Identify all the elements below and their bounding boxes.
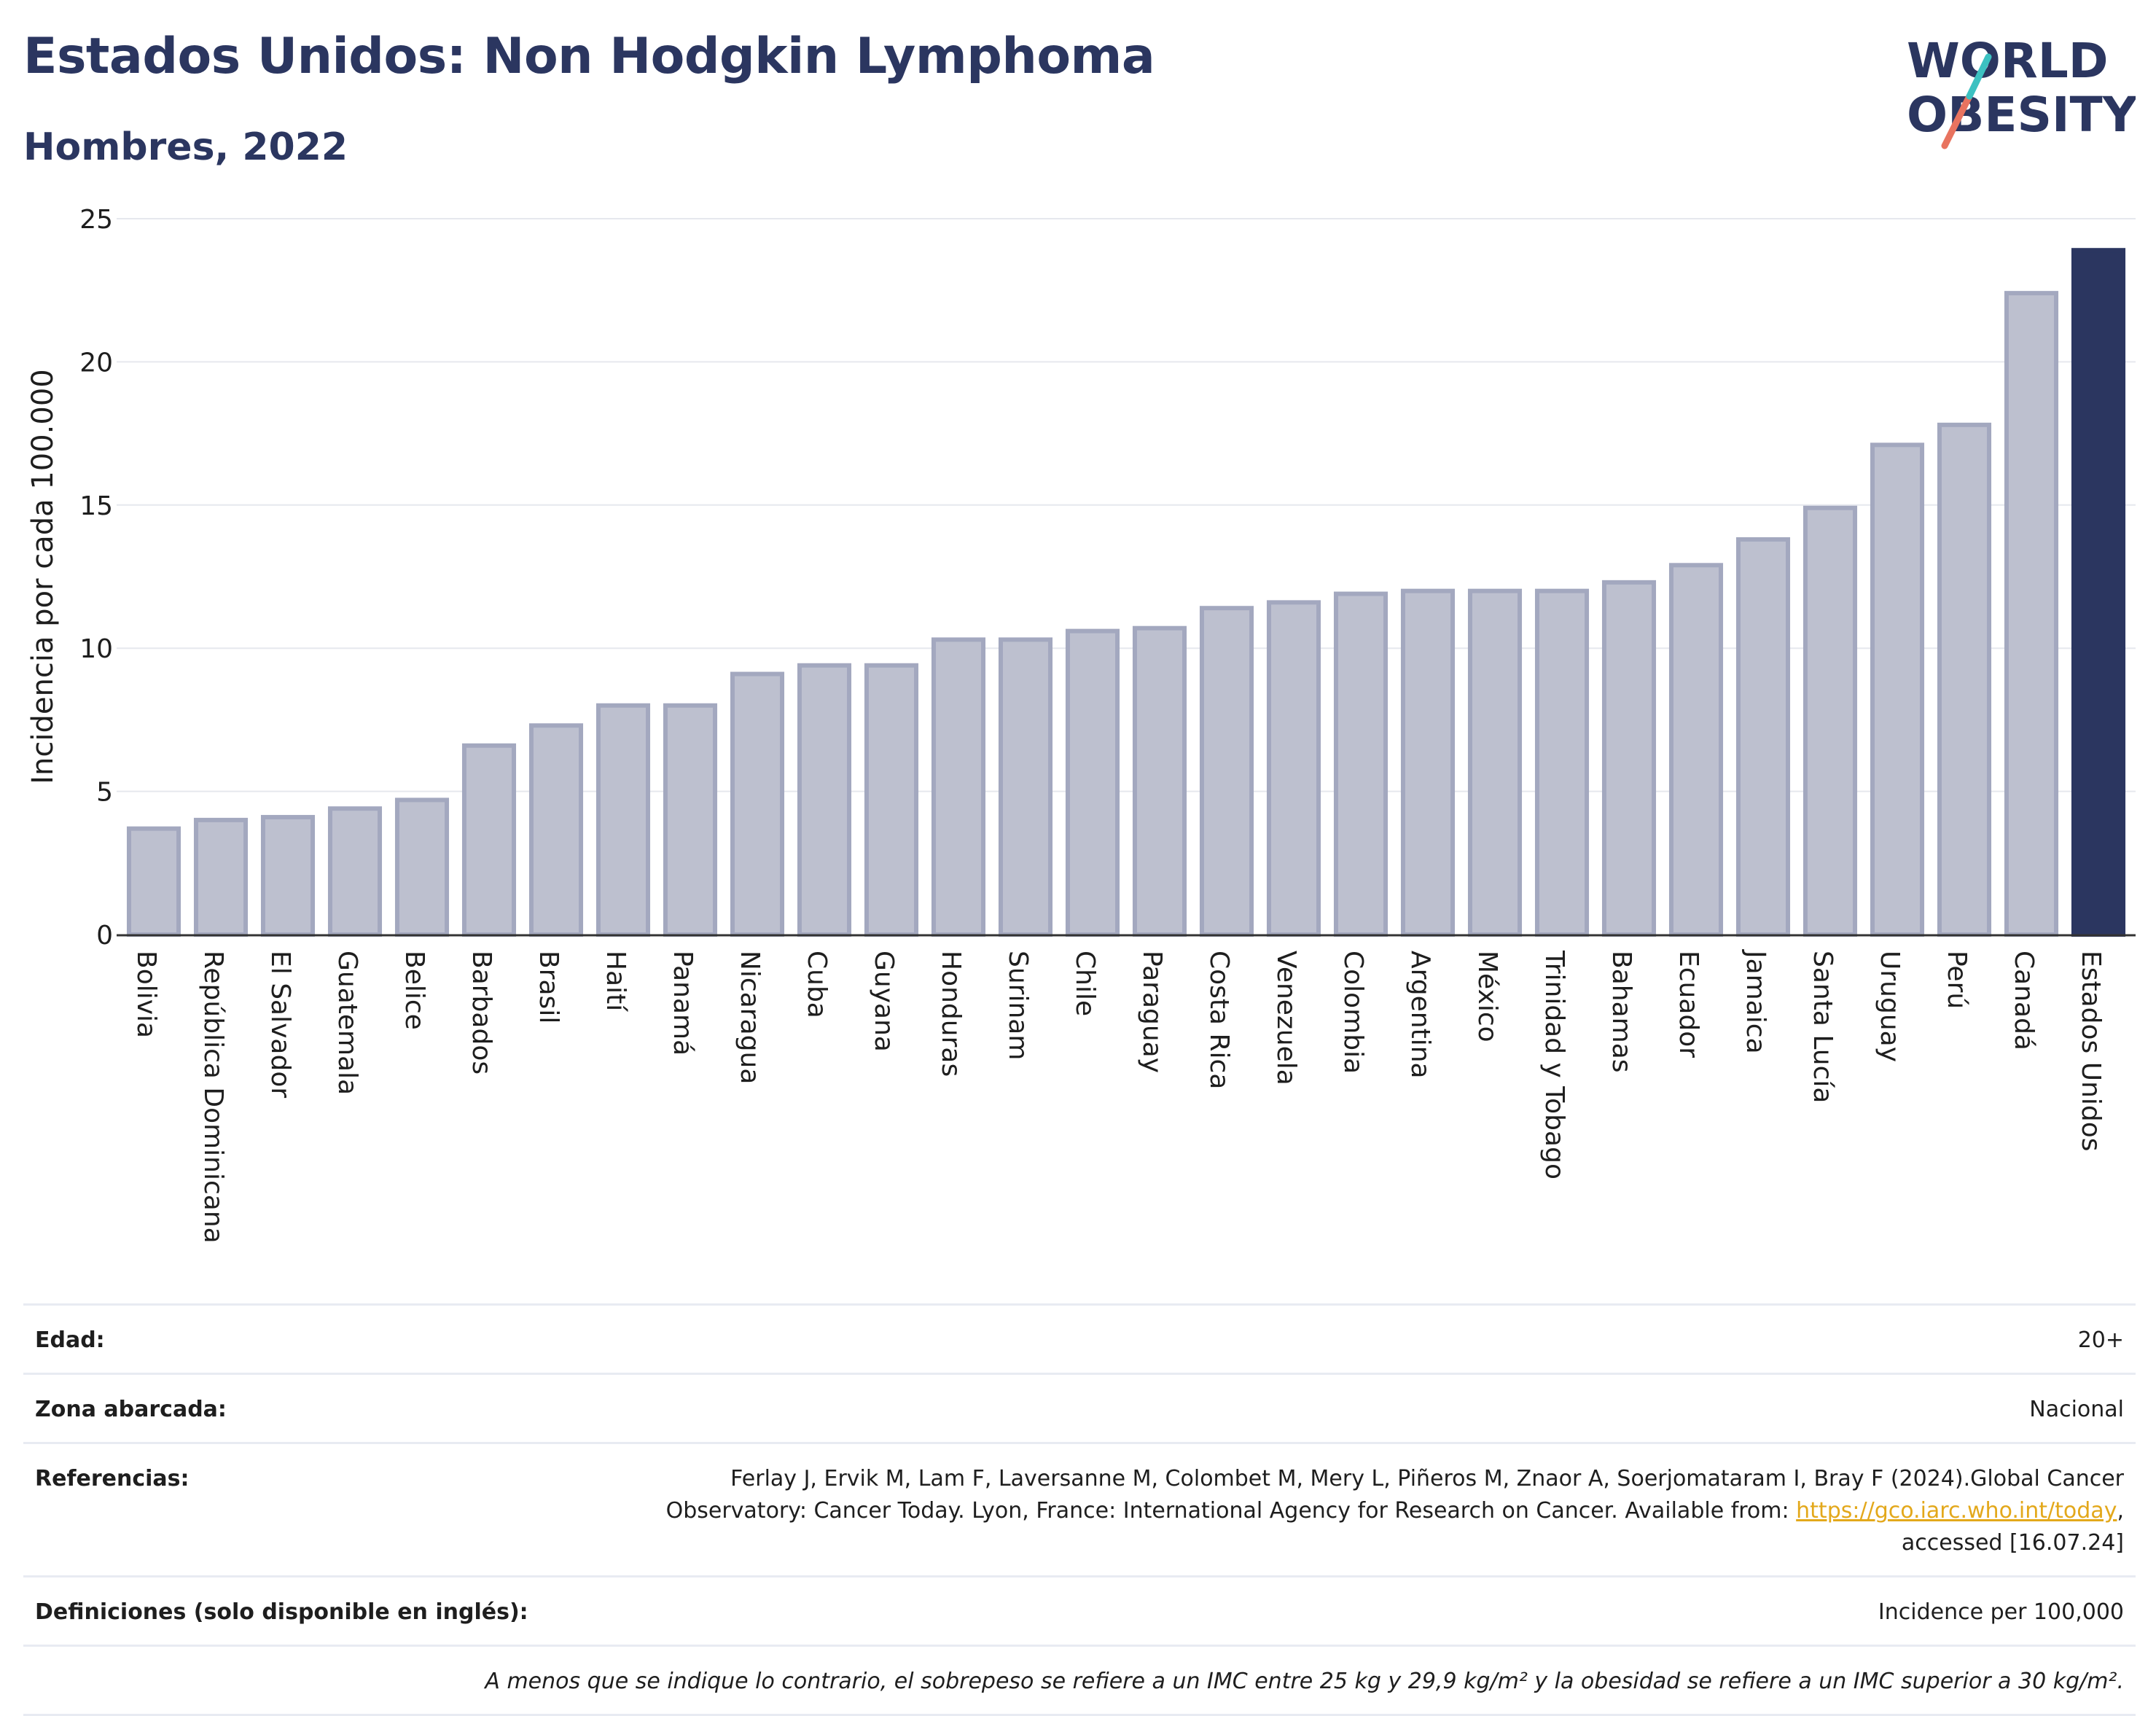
x-tick-label: Honduras [936,951,966,1077]
x-tick-label: México [1472,951,1502,1042]
age-value: 20+ [2077,1327,2124,1353]
bar-argentina [1400,588,1456,937]
x-tick-label: Venezuela [1271,951,1301,1085]
x-tick-label: Perú [1942,951,1972,1009]
bar-barbados [461,743,517,937]
bar-haití [595,703,651,937]
x-tick-labels: Bolivia República Dominicana El Salvador Gu… [131,949,2106,1244]
y-tick-label: 5 [96,778,113,808]
info-row-zone: Zona abarcada: Nacional [23,1373,2136,1442]
references-text-1: Ferlay J, Ervik M, Lam F, Laversanne M, … [730,1466,2124,1491]
bar-el-salvador [260,814,316,937]
bar-surinam [998,637,1053,937]
x-tick-label: El Salvador [265,951,295,1098]
bar-paraguay [1132,625,1187,937]
x-tick-label: Surinam [1003,951,1033,1060]
y-tick-labels: 0 5 10 15 20 25 [79,205,113,951]
bar-chile [1065,628,1120,937]
x-tick-label: Barbados [466,951,496,1075]
info-row-age: Edad: 20+ [23,1303,2136,1373]
bars [126,248,2126,937]
x-tick-label: Argentina [1405,951,1435,1079]
x-tick-label: Bahamas [1606,951,1636,1073]
zone-label: Zona abarcada: [35,1397,227,1422]
bar-bolivia [126,826,181,937]
world-obesity-logo: WORLD OBESITY [1907,33,2136,149]
bar-canadá [2004,291,2059,937]
references-text-4: accessed [16.07.24] [1901,1530,2124,1556]
info-row-definitions: Definiciones (solo disponible en inglés)… [23,1575,2136,1645]
x-tick-label: Ecuador [1673,951,1703,1058]
bar-chart: 0 5 10 15 20 25 Bolivia República Dominicana El… [26,205,2136,1244]
definitions-label: Definiciones (solo disponible en inglés)… [35,1599,528,1625]
info-row-references: Referencias: Ferlay J, Ervik M, Lam F, L… [23,1442,2136,1575]
x-tick-label: Canadá [2009,951,2039,1050]
note-text: A menos que se indique lo contrario, el … [485,1669,2124,1694]
y-tick-label: 25 [79,205,113,235]
bar-estados-unidos [2071,248,2126,937]
references-text-2: Observatory: Cancer Today. Lyon, France:… [665,1498,1797,1524]
x-tick-label: Belice [399,951,429,1030]
bar-méxico [1467,588,1523,937]
x-tick-label: Guyana [869,951,899,1052]
definitions-value: Incidence per 100,000 [1878,1599,2124,1625]
references-label: Referencias: [35,1466,190,1491]
bar-trinidad-y-tobago [1534,588,1590,937]
logo-line1: WORLD [1907,33,2109,89]
y-axis-label: Incidencia por cada 100.000 [26,369,60,784]
y-tick-label: 0 [96,921,113,951]
age-label: Edad: [35,1327,105,1353]
bar-costa-rica [1199,606,1254,937]
y-tick-label: 10 [79,634,113,664]
y-tick-label: 20 [79,348,113,378]
bar-honduras [931,637,986,937]
x-tick-label: Nicaragua [735,951,765,1084]
x-tick-label: Uruguay [1875,951,1905,1062]
grid-lines [117,218,2136,792]
bar-jamaica [1735,537,1791,937]
x-tick-label: Bolivia [131,951,161,1038]
x-tick-label: Estados Unidos [2076,951,2106,1152]
x-tick-label: República Dominicana [198,951,228,1244]
page-subtitle: Hombres, 2022 [23,125,348,169]
x-tick-label: Jamaica [1741,949,1770,1054]
bar-bahamas [1601,580,1657,937]
bar-uruguay [1870,442,1925,937]
bar-guatemala [327,806,383,937]
references-value: Ferlay J, Ervik M, Lam F, Laversanne M, … [666,1463,2124,1559]
x-tick-label: Santa Lucía [1808,951,1837,1103]
bar-nicaragua [730,671,785,937]
x-tick-label: Colombia [1338,951,1368,1074]
references-text-3: , [2117,1498,2124,1524]
bar-guyana [864,663,919,937]
bar-venezuela [1266,600,1321,937]
x-tick-label: Panamá [668,951,698,1056]
info-row-note: A menos que se indique lo contrario, el … [23,1645,2136,1716]
bar-colombia [1333,591,1388,937]
bar-brasil [528,723,584,937]
bar-cuba [797,663,852,937]
logo-line2: OBESITY [1907,87,2136,143]
page-title: Estados Unidos: Non Hodgkin Lymphoma [23,28,1155,85]
x-tick-label: Paraguay [1137,951,1167,1073]
x-tick-label: Costa Rica [1204,951,1234,1089]
zone-value: Nacional [2029,1397,2124,1422]
references-link[interactable]: https://gco.iarc.who.int/today [1796,1498,2117,1524]
x-tick-label: Chile [1070,951,1100,1016]
bar-belice [394,797,450,937]
bar-santa-lucía [1802,505,1858,937]
y-tick-label: 15 [79,491,113,521]
x-tick-label: Haití [601,951,630,1012]
bar-república-dominicana [193,817,249,937]
x-tick-label: Brasil [534,951,563,1023]
bar-perú [1937,422,1992,937]
bar-ecuador [1668,563,1724,937]
x-tick-label: Trinidad y Tobago [1539,950,1569,1179]
info-table: Edad: 20+ Zona abarcada: Nacional Refere… [23,1303,2136,1716]
bar-panamá [663,703,718,937]
x-tick-label: Cuba [802,951,832,1018]
x-tick-label: Guatemala [332,951,362,1095]
